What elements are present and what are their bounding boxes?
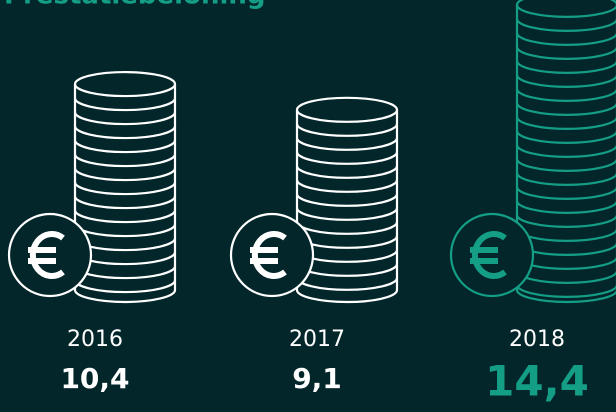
- euro-arc: [251, 231, 287, 279]
- coin-edge: [515, 200, 616, 214]
- coin-edge: [295, 179, 399, 193]
- coin-edge: [295, 165, 399, 179]
- chart-title: Prestatiebeloning: [4, 0, 266, 11]
- value-label: 14,4: [485, 357, 589, 406]
- coin-edge: [295, 193, 399, 207]
- coin-edge: [73, 279, 177, 294]
- coin-edge: [515, 144, 616, 158]
- stack-top: [73, 70, 177, 98]
- euro-arc: [29, 231, 65, 279]
- coin-edge: [515, 60, 616, 74]
- coin-edge: [73, 111, 177, 126]
- euro-icon: [28, 231, 65, 279]
- coin-edge: [295, 123, 399, 137]
- coin-edge: [295, 137, 399, 151]
- coin-edge: [295, 151, 399, 165]
- stack-top: [515, 0, 616, 18]
- coin-edge: [73, 289, 177, 304]
- coin-edge: [515, 74, 616, 88]
- year-label: 2017: [289, 327, 345, 352]
- value-label: 10,4: [60, 362, 129, 395]
- coin-edge: [515, 102, 616, 116]
- coin-edge: [515, 88, 616, 102]
- coin-edge: [73, 181, 177, 196]
- coin-edge: [515, 32, 616, 46]
- coin-edge: [515, 158, 616, 172]
- coin-edge: [515, 186, 616, 200]
- euro-icon: [250, 231, 287, 279]
- coin-edge: [515, 46, 616, 60]
- coin-edge: [515, 116, 616, 130]
- year-label: 2018: [509, 327, 565, 352]
- euro-arc: [471, 231, 507, 279]
- big-coin: [7, 212, 93, 298]
- coin-edge: [73, 125, 177, 140]
- coin-edge: [73, 209, 177, 224]
- coin-edge: [73, 97, 177, 112]
- value-label: 9,1: [292, 362, 342, 395]
- year-label: 2016: [67, 327, 123, 352]
- big-coin: [449, 212, 535, 298]
- coin-edge: [515, 18, 616, 32]
- stack-top: [295, 96, 399, 123]
- coin-edge: [515, 130, 616, 144]
- coin-edge: [515, 214, 616, 228]
- coin-edge: [515, 284, 616, 298]
- coin-edge: [73, 153, 177, 168]
- euro-icon: [470, 231, 507, 279]
- big-coin: [229, 212, 315, 298]
- coin-edge: [295, 289, 399, 304]
- coin-edge: [515, 172, 616, 186]
- coin-edge: [515, 289, 616, 304]
- coin-edge: [73, 139, 177, 154]
- coin-edge: [73, 167, 177, 182]
- coin-edge: [73, 195, 177, 210]
- coin-edge: [295, 207, 399, 221]
